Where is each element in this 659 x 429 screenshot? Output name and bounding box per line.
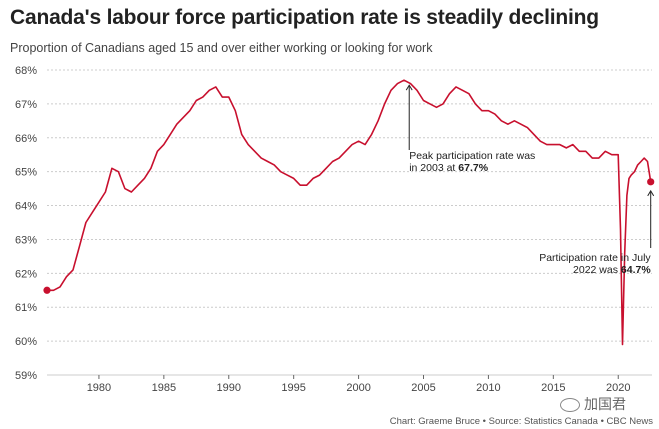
wechat-icon <box>560 398 580 413</box>
y-tick-label: 62% <box>15 268 37 280</box>
peak-annotation-arrowhead <box>405 84 413 91</box>
peak-annotation-line1: Peak participation rate was <box>409 150 535 162</box>
july-annotation-line1: Participation rate in July <box>539 252 651 264</box>
y-tick-label: 67% <box>15 99 37 111</box>
july-annotation-line2: 2022 was 64.7% <box>573 264 651 276</box>
x-tick-label: 2000 <box>346 382 370 394</box>
x-tick-label: 1990 <box>217 382 241 394</box>
endpoint-marker <box>647 178 655 186</box>
grid-lines <box>47 69 652 376</box>
y-tick-label: 59% <box>15 370 37 382</box>
july-annotation-arrowhead <box>647 189 655 197</box>
x-tick-label: 1980 <box>87 382 111 394</box>
watermark: 加国君 <box>560 394 626 414</box>
x-tick-label: 1995 <box>281 382 305 394</box>
chart-credit: Chart: Graeme Bruce • Source: Statistics… <box>389 416 653 427</box>
peak-annotation-text: in 2003 at <box>409 162 458 174</box>
x-tick-label: 1985 <box>152 382 176 394</box>
endpoint-marker <box>43 286 51 294</box>
x-tick-label: 2010 <box>476 382 500 394</box>
chart-title: Canada's labour force participation rate… <box>10 6 599 29</box>
july-annotation-text: 2022 was <box>573 264 621 276</box>
y-axis-ticks: 59% 60% 61% 62% 63% 64% 65% 66% 67% 68% <box>15 65 37 382</box>
y-tick-label: 66% <box>15 133 37 145</box>
peak-annotation-line2: in 2003 at 67.7% <box>409 162 488 174</box>
july-annotation-value: 64.7% <box>621 264 651 276</box>
chart-subtitle: Proportion of Canadians aged 15 and over… <box>10 41 433 55</box>
peak-annotation-value: 67.7% <box>458 162 488 174</box>
series-line <box>47 79 652 346</box>
y-tick-label: 64% <box>15 201 37 213</box>
y-tick-label: 60% <box>15 336 37 348</box>
endpoint-markers <box>43 178 655 294</box>
x-axis-ticks: 1980 1985 1990 1995 2000 2005 2010 2015 2020 <box>87 375 630 394</box>
watermark-text: 加国君 <box>584 396 626 412</box>
y-tick-label: 68% <box>15 65 37 77</box>
y-tick-label: 61% <box>15 302 37 314</box>
x-tick-label: 2015 <box>541 382 565 394</box>
x-tick-label: 2005 <box>411 382 435 394</box>
y-tick-label: 65% <box>15 167 37 179</box>
y-tick-label: 63% <box>15 234 37 246</box>
x-tick-label: 2020 <box>606 382 630 394</box>
